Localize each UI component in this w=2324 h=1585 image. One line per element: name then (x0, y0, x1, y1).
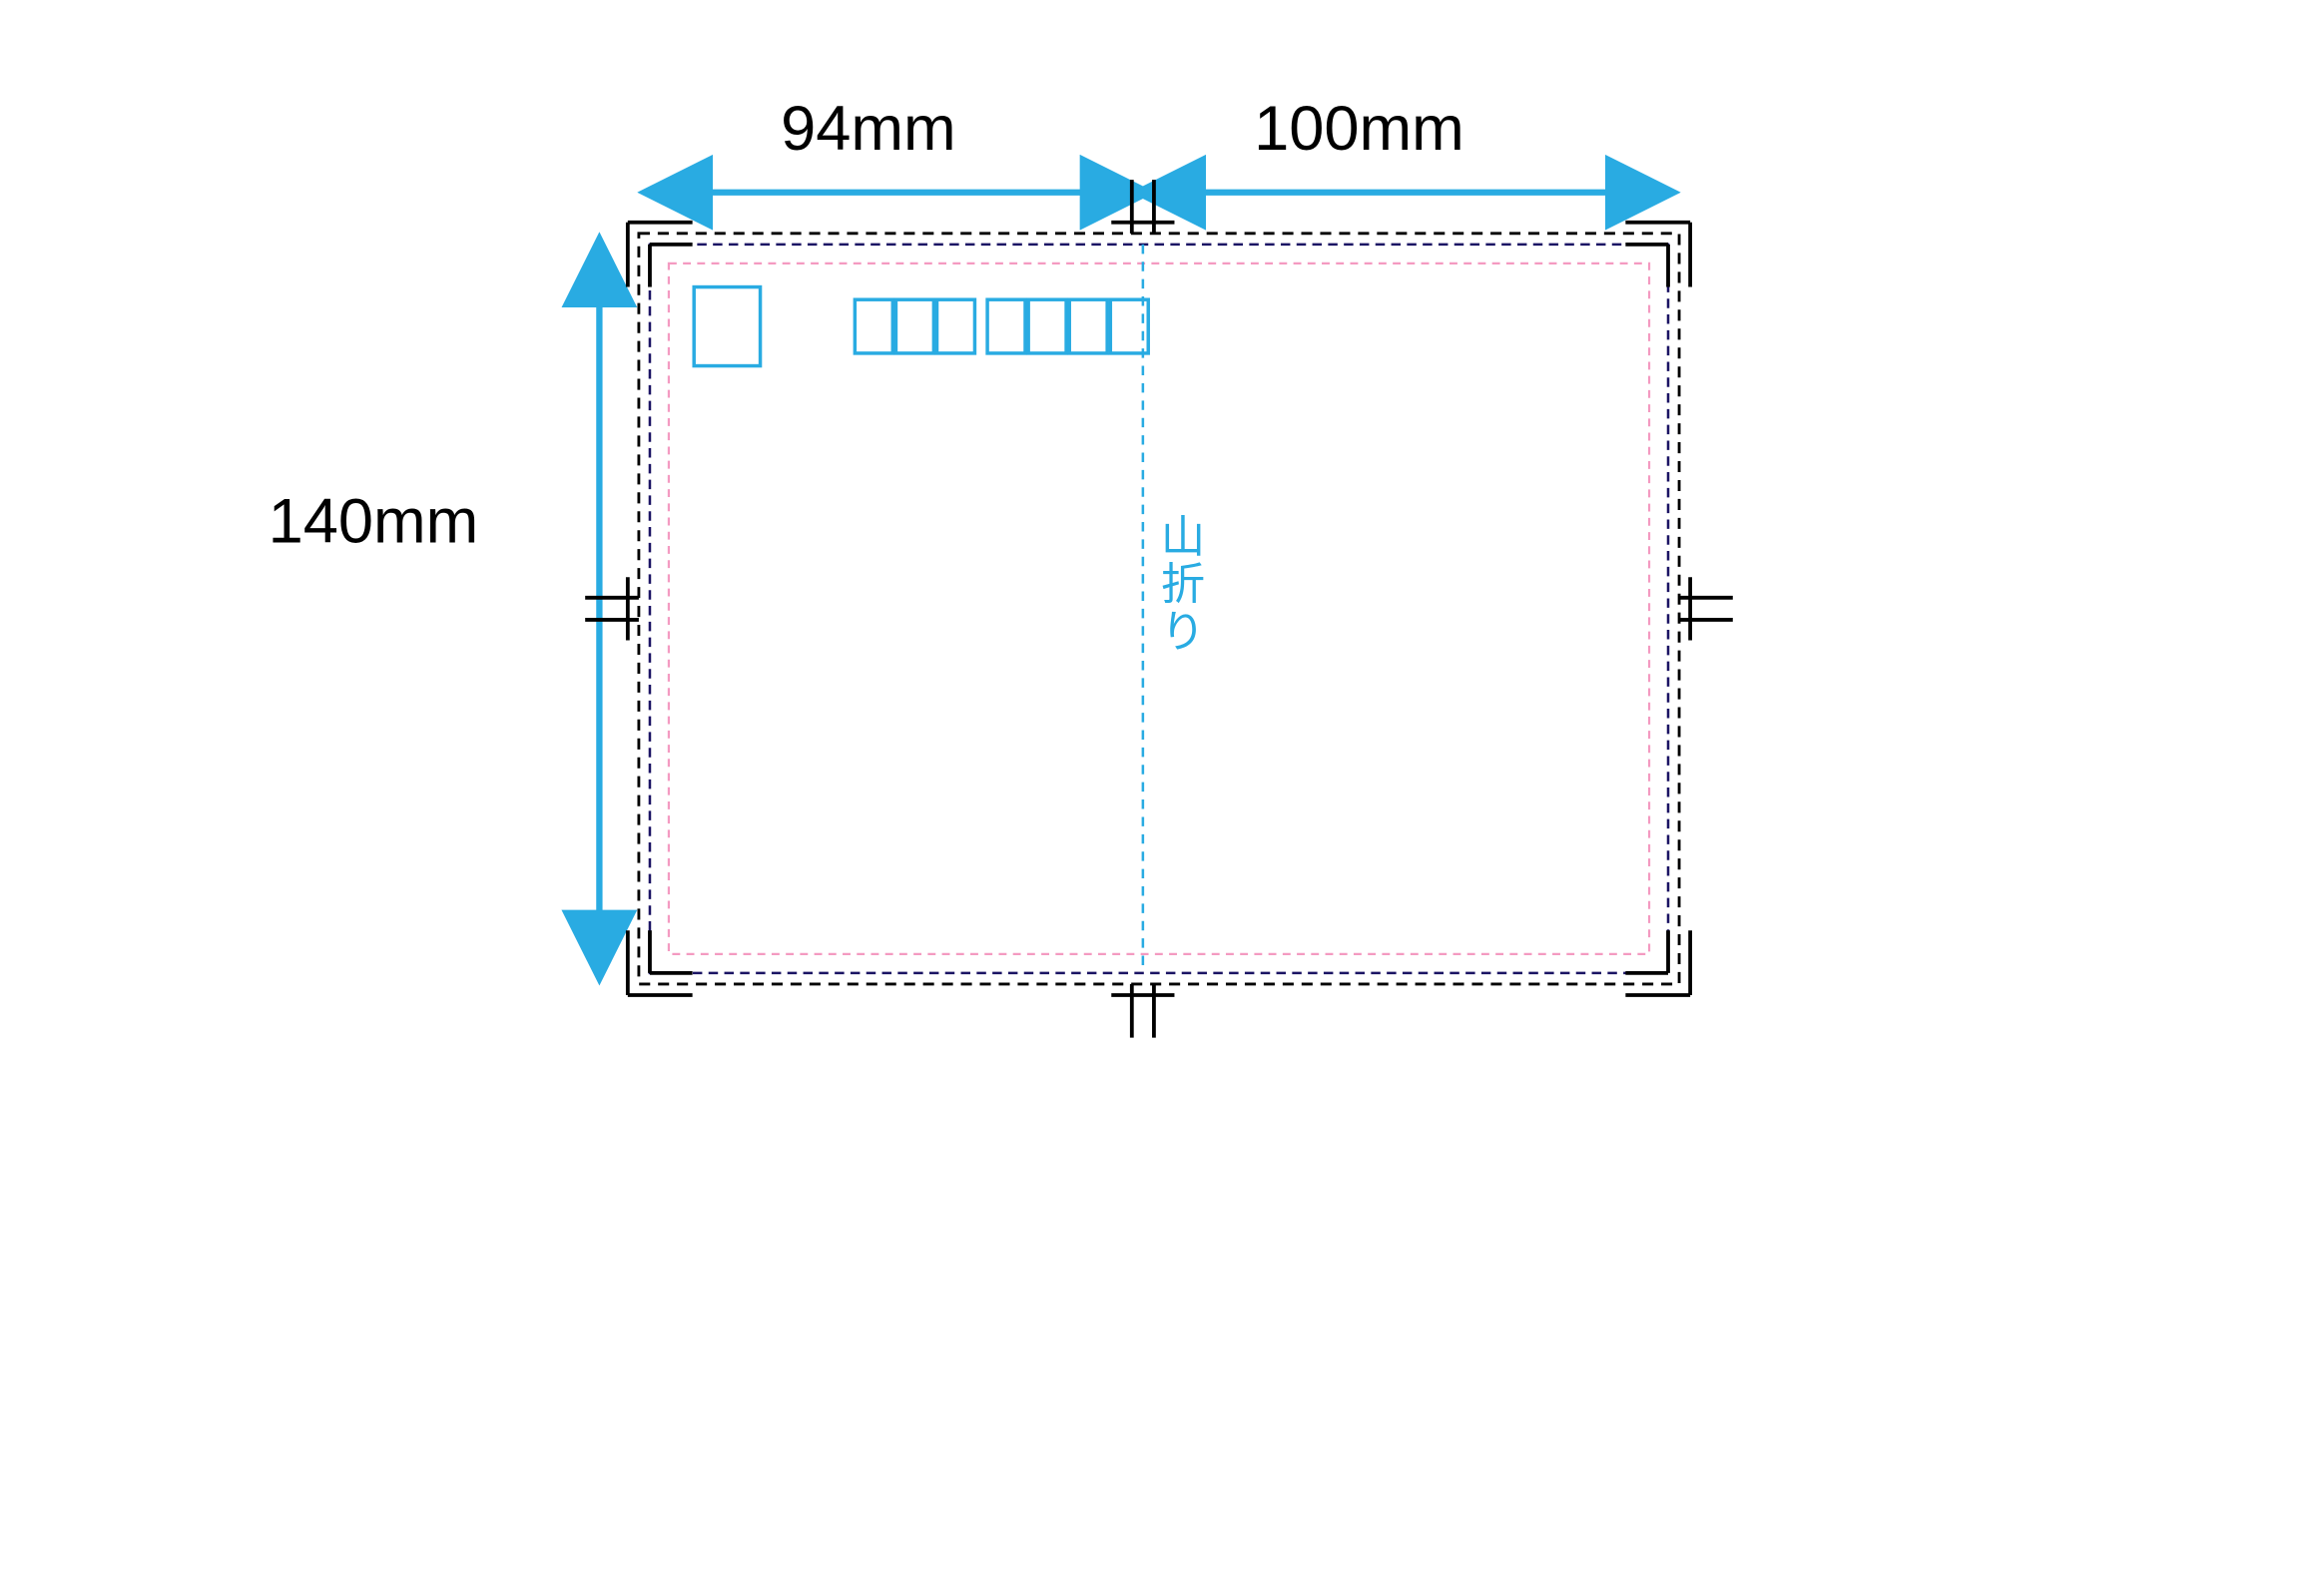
fold-label: り (1161, 608, 1205, 657)
fold-label: 山 (1161, 513, 1205, 562)
postal-code-box (987, 299, 1025, 353)
trim-rect (650, 245, 1668, 973)
postal-code-box (895, 299, 933, 353)
safe-rect (669, 264, 1649, 954)
fold-label: 折 (1161, 560, 1205, 609)
stamp-box (694, 287, 760, 366)
bleed-rect (639, 234, 1679, 984)
template-diagram: 山折り 94mm 100mm 140mm (0, 0, 2324, 1585)
dimension-label: 140mm (269, 487, 479, 557)
postal-code-box (1028, 299, 1066, 353)
dimension-label: 100mm (1254, 94, 1464, 164)
dimension-label: 94mm (781, 94, 956, 164)
postal-code-box (937, 299, 975, 353)
postal-code-box (855, 299, 892, 353)
postal-code-box (1069, 299, 1107, 353)
postal-code-box (1110, 299, 1148, 353)
